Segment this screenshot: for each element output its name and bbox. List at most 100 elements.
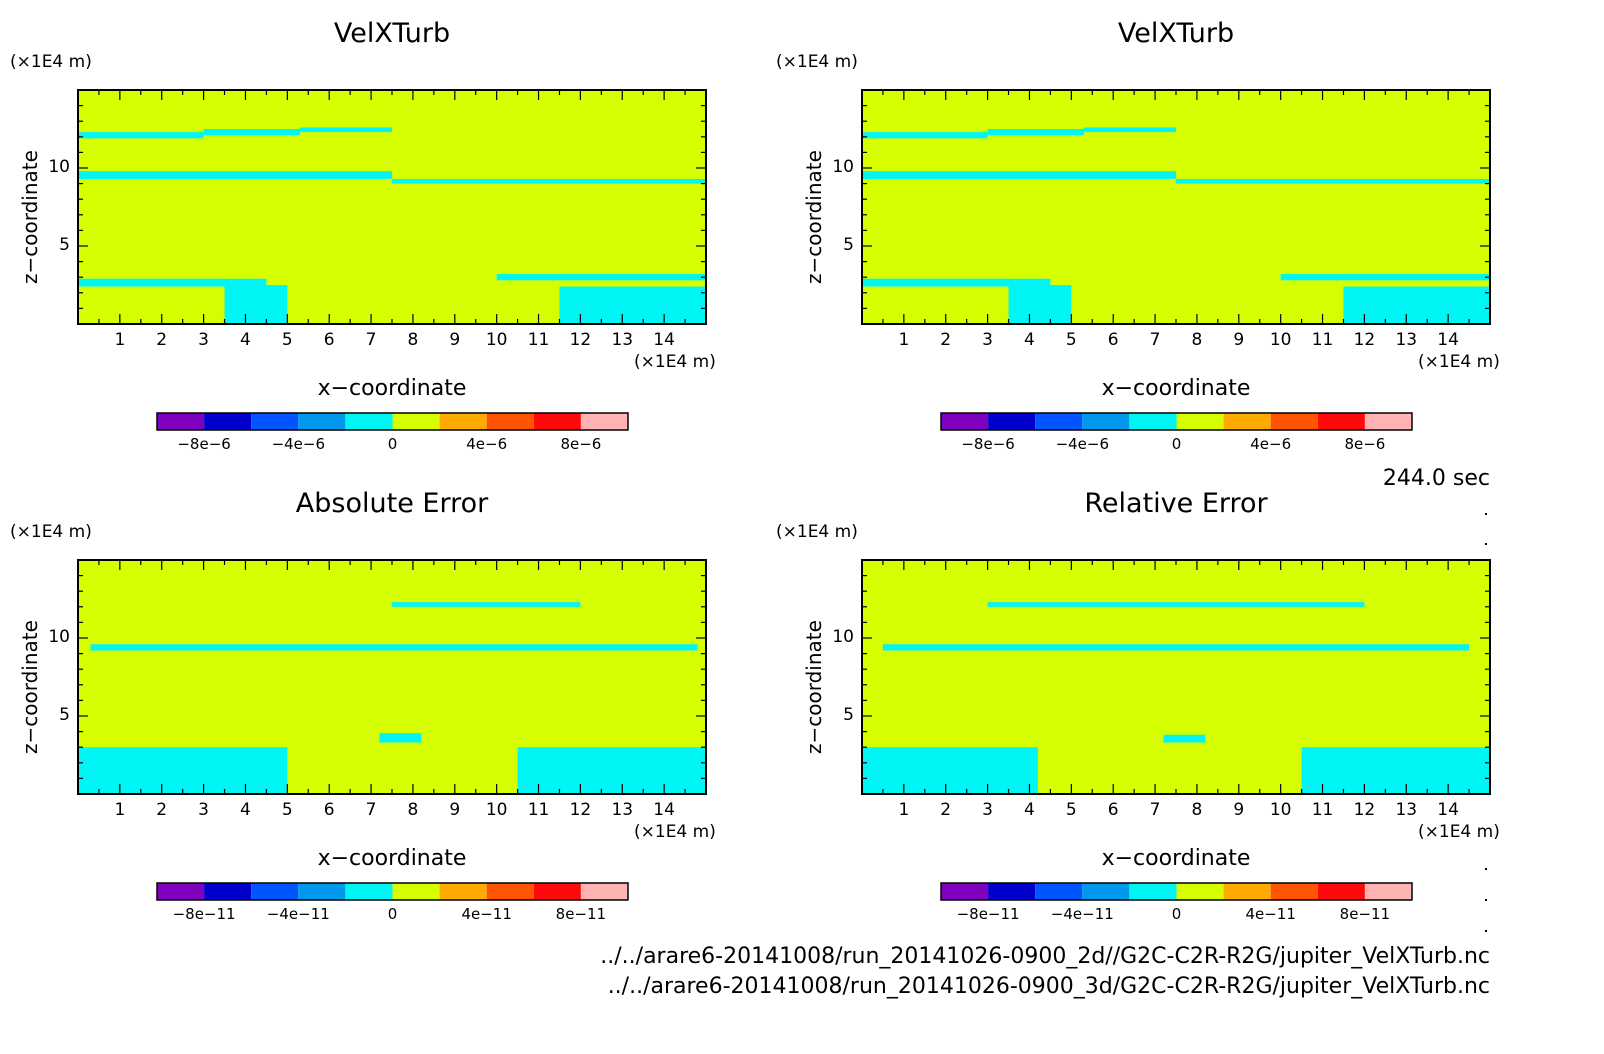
decorative-dot [1485, 899, 1487, 901]
colorbar-swatch [392, 413, 440, 430]
x-tick-label: 9 [1233, 330, 1245, 350]
colorbar-swatch [1176, 413, 1224, 430]
panel-title: Relative Error [1084, 488, 1268, 519]
colorbar-tick-label: 0 [387, 435, 398, 453]
colorbar-frame [156, 882, 629, 901]
colorbar-swatch [1082, 883, 1130, 900]
heatmap-region [862, 132, 988, 139]
x-tick-label: 7 [1149, 800, 1161, 820]
x-tick-label: 8 [1191, 800, 1203, 820]
heatmap-plot [77, 559, 707, 901]
heatmap-region [78, 278, 267, 287]
colorbar-frame [940, 882, 1413, 901]
x-tick-label: 11 [527, 330, 550, 350]
colorbar-swatch [204, 413, 252, 430]
heatmap-region [1280, 274, 1490, 281]
x-tick-label: 7 [365, 800, 377, 820]
x-tick-label: 12 [569, 330, 592, 350]
x-tick-label: 5 [281, 330, 293, 350]
x-tick-label: 9 [1233, 800, 1245, 820]
panel-title: VelXTurb [333, 18, 451, 49]
x-tick-label: 2 [940, 330, 952, 350]
x-tick-label: 5 [1065, 330, 1077, 350]
colorbar-tick-label: −4e−11 [266, 905, 330, 923]
colorbar-swatch [1035, 883, 1083, 900]
y-tick-label: 10 [832, 627, 854, 647]
colorbar-tick-label: −4e−6 [271, 435, 326, 453]
y-unit-label: (×1E4 m) [776, 522, 858, 542]
heatmap-plot [77, 89, 707, 431]
colorbar-swatch [988, 883, 1036, 900]
colorbar-swatch [1223, 883, 1271, 900]
colorbar-swatch [345, 883, 393, 900]
panel-bottom-left: Absolute Error (×1E4 m) z−coordinate x−c… [0, 470, 800, 950]
colorbar-swatch [941, 883, 989, 900]
x-tick-label: 1 [114, 330, 126, 350]
heatmap-region [1083, 127, 1176, 133]
colorbar-frame [156, 412, 629, 431]
y-tick-label: 10 [48, 627, 70, 647]
heatmap-region [517, 747, 706, 794]
y-tick-label: 5 [843, 705, 854, 725]
panel-title: VelXTurb [1117, 18, 1235, 49]
x-axis-label: x−coordinate [1101, 376, 1251, 401]
x-tick-label: 14 [653, 330, 675, 350]
x-tick-label: 10 [485, 800, 508, 820]
heatmap-region [987, 602, 1365, 607]
x-tick-label: 14 [1437, 330, 1459, 350]
colorbar-swatch [580, 883, 628, 900]
heatmap-region [203, 129, 300, 136]
x-tick-label: 13 [1395, 800, 1418, 820]
colorbar-swatch [1082, 413, 1130, 430]
colorbar-swatch [533, 413, 581, 430]
y-tick-label: 5 [59, 235, 70, 255]
colorbar-swatch [439, 413, 487, 430]
x-tick-label: 14 [653, 800, 675, 820]
x-tick-label: 8 [1191, 330, 1203, 350]
colorbar-swatch [298, 413, 346, 430]
decorative-dot [1485, 868, 1487, 870]
y-tick-label: 5 [843, 235, 854, 255]
file-path-2d: ../../arare6-20141008/run_20141026-0900_… [600, 944, 1490, 969]
x-tick-label: 6 [1107, 800, 1119, 820]
colorbar-swatch [157, 883, 205, 900]
x-tick-label: 7 [365, 330, 377, 350]
x-tick-label: 2 [940, 800, 952, 820]
heatmap-region [392, 178, 706, 184]
x-tick-label: 6 [323, 800, 335, 820]
file-path-3d: ../../arare6-20141008/run_20141026-0900_… [607, 974, 1490, 999]
x-tick-label: 2 [156, 800, 168, 820]
x-tick-label: 3 [982, 330, 994, 350]
x-tick-label: 13 [611, 800, 634, 820]
colorbar-swatch [1129, 883, 1177, 900]
x-tick-label: 9 [449, 330, 461, 350]
colorbar-swatch [1035, 413, 1083, 430]
x-tick-label: 11 [527, 800, 550, 820]
x-unit-label: (×1E4 m) [634, 352, 716, 372]
colorbar-swatch [345, 413, 393, 430]
x-tick-label: 1 [898, 330, 910, 350]
x-tick-label: 12 [1353, 330, 1376, 350]
y-tick-label: 10 [48, 157, 70, 177]
x-tick-label: 10 [1269, 800, 1292, 820]
time-label: 244.0 sec [1382, 466, 1490, 491]
x-tick-label: 13 [1395, 330, 1418, 350]
colorbar-swatch [1364, 413, 1412, 430]
x-axis-label: x−coordinate [317, 846, 467, 871]
panel-top-left: VelXTurb (×1E4 m) z−coordinate x−coordin… [0, 0, 800, 480]
x-tick-label: 4 [240, 800, 251, 820]
colorbar-swatch [1270, 883, 1318, 900]
heatmap-region [299, 127, 392, 133]
x-tick-label: 10 [485, 330, 508, 350]
colorbar-swatch [533, 883, 581, 900]
colorbar-swatch [486, 413, 534, 430]
colorbar-swatch [1176, 883, 1224, 900]
x-tick-label: 4 [1024, 330, 1035, 350]
heatmap-region [78, 171, 392, 179]
heatmap-region [862, 171, 1176, 179]
panel-title: Absolute Error [295, 488, 489, 519]
x-tick-label: 12 [569, 800, 592, 820]
colorbar-swatch [298, 883, 346, 900]
heatmap-region [78, 747, 288, 794]
colorbar-swatch [251, 413, 299, 430]
